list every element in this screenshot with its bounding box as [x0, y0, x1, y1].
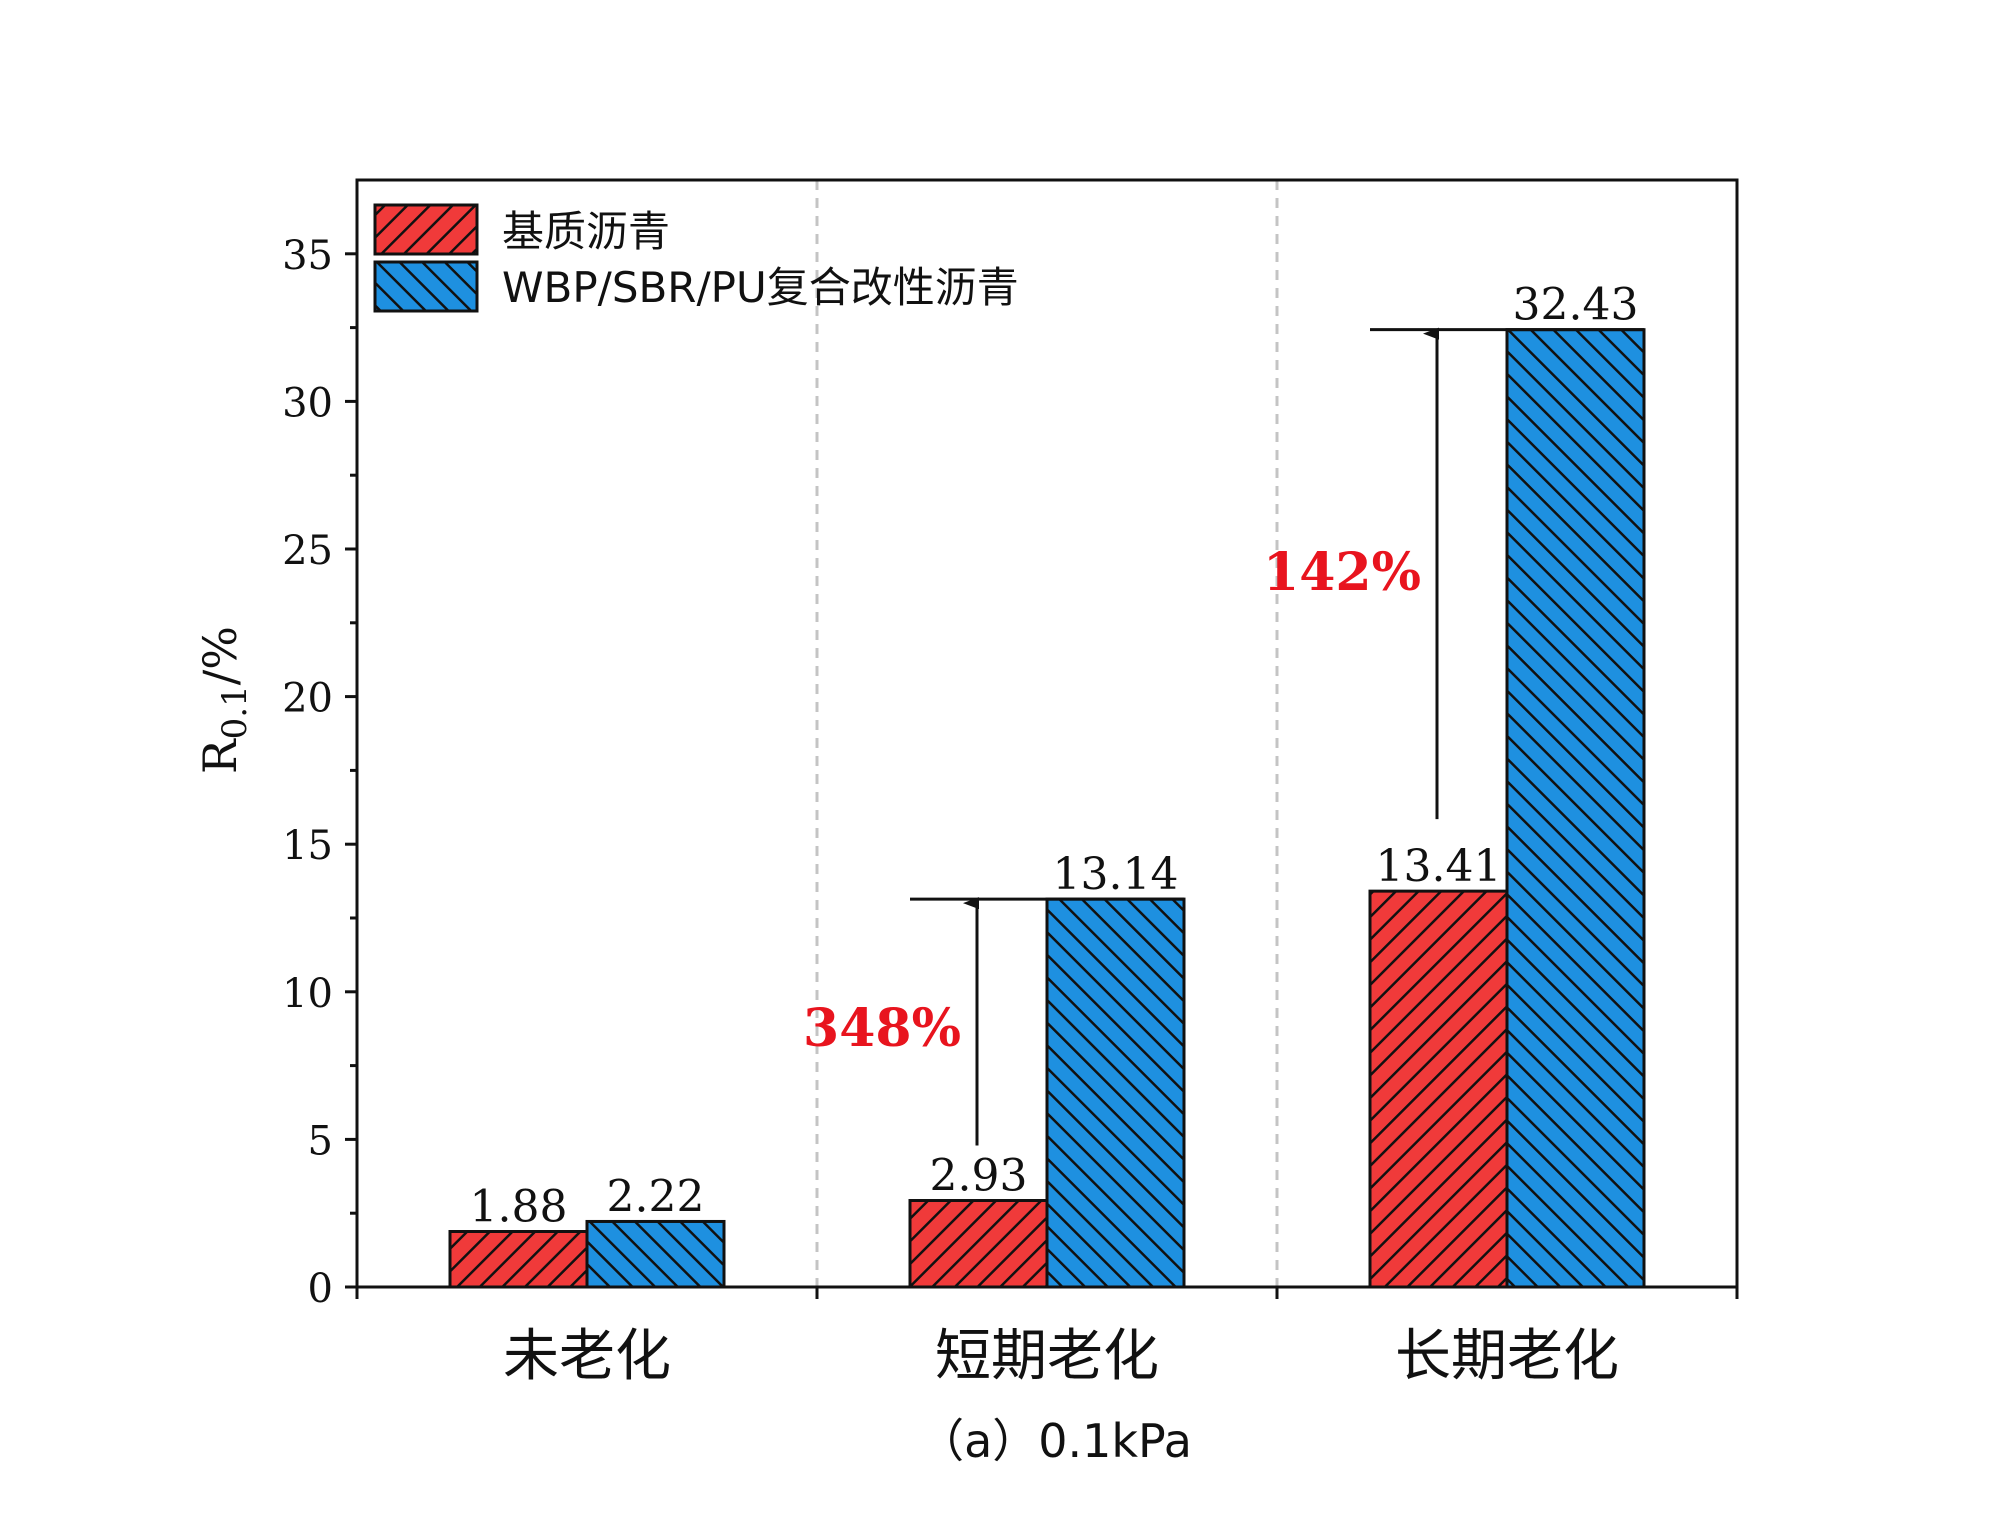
- legend: 基质沥青 WBP/SBR/PU复合改性沥青: [373, 203, 1019, 313]
- y-tick-label: 5: [308, 1118, 333, 1164]
- bar-series-1: [908, 1199, 1049, 1289]
- legend-label-base-asphalt: 基质沥青: [502, 207, 670, 256]
- bar-series-2: [1045, 897, 1186, 1289]
- y-axis-title-sub: 0.1: [215, 685, 255, 739]
- legend-swatch-composite-modified: [373, 260, 479, 313]
- bar-series-1: [1368, 889, 1509, 1289]
- legend-swatch-base-asphalt: [373, 203, 479, 256]
- grid-layer: [815, 180, 1279, 1287]
- figure-caption: （a）0.1kPa: [918, 1414, 1192, 1468]
- y-tick-label: 35: [282, 233, 333, 279]
- ticks-layer: [345, 252, 1739, 1299]
- y-tick-label: 15: [282, 823, 333, 869]
- labels-layer: 0 5 10 15 20 25 30 35 1.88 2.22 未老化 2.93 13.14 短期老化 13…: [282, 233, 1638, 1389]
- bar-value-label: 13.41: [1376, 841, 1502, 892]
- bar-value-label: 32.43: [1513, 280, 1639, 331]
- y-axis-title: R0.1/%: [193, 626, 255, 774]
- bar-value-label: 2.22: [607, 1171, 705, 1222]
- increase-percentage-label: 348%: [803, 998, 961, 1059]
- y-axis-title-unit: /%: [193, 626, 247, 685]
- y-tick-label: 25: [282, 528, 333, 574]
- legend-label-composite-modified: WBP/SBR/PU复合改性沥青: [502, 263, 1019, 312]
- bar-value-label: 13.14: [1053, 849, 1179, 900]
- plot-frame: [355, 178, 1739, 1289]
- y-tick-label: 0: [308, 1266, 333, 1312]
- bar-value-label: 2.93: [930, 1151, 1028, 1202]
- bar-value-label: 1.88: [470, 1182, 568, 1233]
- y-tick-label: 30: [282, 380, 333, 426]
- bar-series-1: [448, 1230, 589, 1289]
- y-axis-title-main: R: [193, 738, 247, 774]
- x-category-label: 短期老化: [935, 1324, 1159, 1389]
- bars-layer: [448, 328, 1646, 1289]
- x-category-label: 未老化: [503, 1324, 671, 1389]
- bar-series-2: [1505, 328, 1646, 1289]
- bar-series-2: [585, 1219, 726, 1289]
- y-tick-label: 10: [282, 971, 333, 1017]
- annotations-layer: 348% 142%: [803, 327, 1644, 1146]
- y-tick-label: 20: [282, 676, 333, 722]
- increase-percentage-label: 142%: [1263, 542, 1421, 603]
- x-category-label: 长期老化: [1395, 1324, 1619, 1389]
